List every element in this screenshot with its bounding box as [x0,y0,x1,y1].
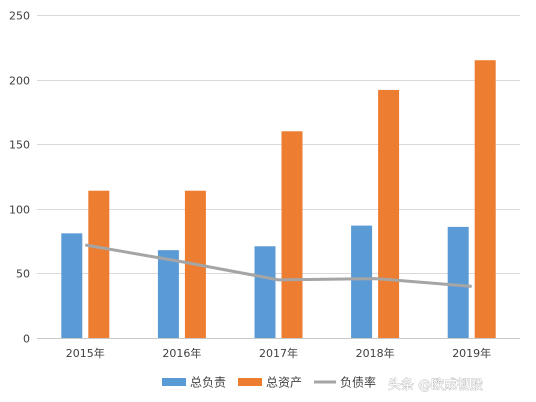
bars [61,60,496,338]
x-tick-label: 2016年 [162,346,201,360]
x-tick-label: 2019年 [452,346,491,360]
y-tick-label: 250 [9,10,30,23]
x-tick-label: 2018年 [356,346,395,360]
line-debt-ratio [85,243,472,288]
legend: 总负责 总资产 负债率 [162,375,376,390]
bar-total-liabilities [157,250,179,338]
y-tick-label: 150 [9,139,30,152]
legend-label: 负债率 [340,375,376,390]
bar-total-assets [474,60,496,338]
legend-swatch [238,378,262,386]
bar-total-assets [281,131,303,338]
x-tick-label: 2017年 [259,346,298,360]
bar-total-liabilities [447,226,469,338]
y-tick-label: 50 [16,268,30,281]
legend-label: 总资产 [266,376,302,390]
x-tick-label: 2015年 [66,346,105,360]
legend-swatch [162,378,186,386]
y-tick-label: 200 [9,75,30,88]
legend-label: 总负责 [190,376,226,390]
y-axis-ticks: 0 50 100 150 200 250 [9,10,30,346]
y-tick-label: 0 [23,333,30,346]
bar-total-liabilities [61,233,83,338]
bar-total-liabilities [351,225,373,338]
bar-total-assets [378,89,400,338]
gridlines [37,15,520,339]
y-tick-label: 100 [9,204,30,217]
line-series [85,243,472,288]
bar-total-assets [88,190,110,338]
watermark: 头条 @欧成韧股 [388,377,484,394]
bar-total-liabilities [254,246,276,338]
watermark-text: 头条 @欧成韧股 [388,377,483,393]
x-axis-ticks: 2015年 2016年 2017年 2018年 2019年 [66,346,491,360]
